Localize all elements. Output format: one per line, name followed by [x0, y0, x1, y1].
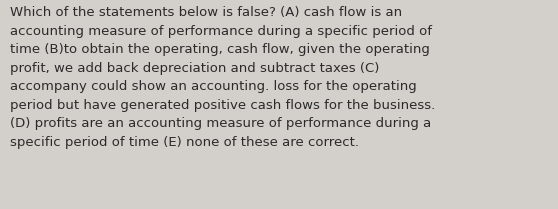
Text: Which of the statements below is false? (A) cash flow is an
accounting measure o: Which of the statements below is false? …	[10, 6, 435, 149]
